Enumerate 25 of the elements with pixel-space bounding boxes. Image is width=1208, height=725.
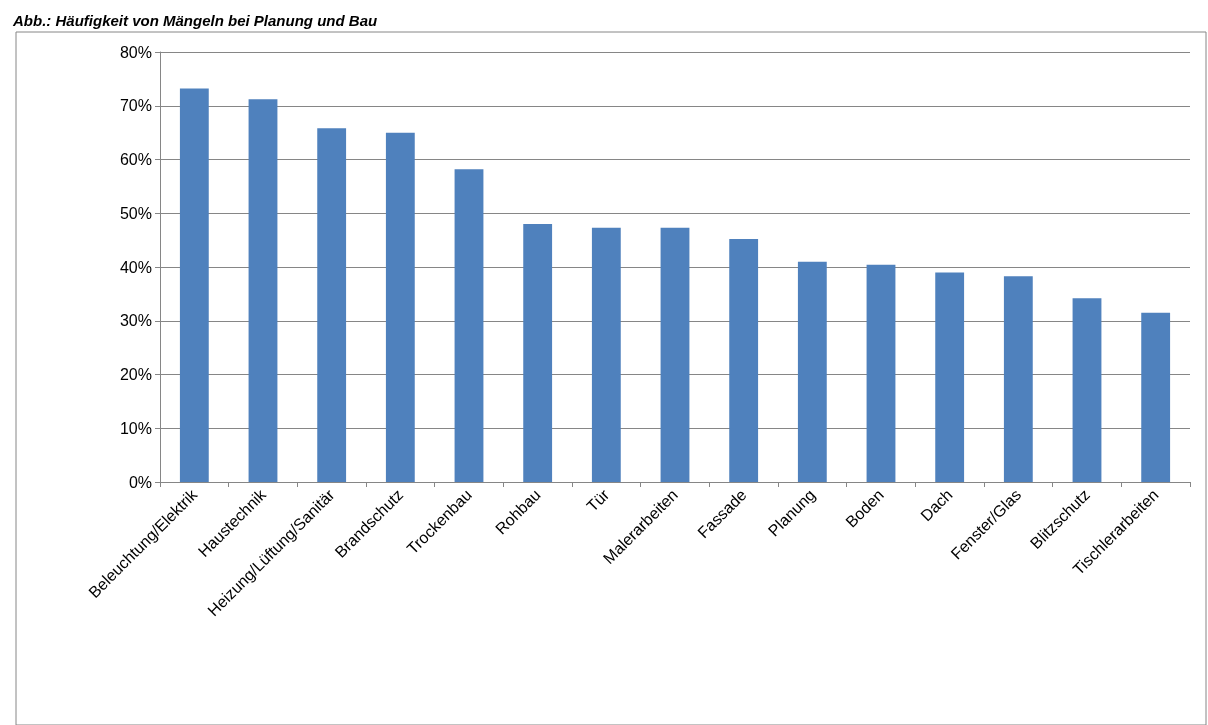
bar bbox=[454, 169, 484, 482]
y-tick-label: 60% bbox=[119, 151, 152, 168]
y-tick-label: 10% bbox=[119, 419, 152, 437]
bar bbox=[866, 264, 896, 482]
bar bbox=[935, 272, 965, 482]
bar bbox=[385, 132, 415, 482]
bar bbox=[1003, 276, 1033, 482]
bar bbox=[591, 227, 621, 482]
bar bbox=[523, 224, 553, 482]
y-tick-label: 80% bbox=[119, 43, 152, 61]
bar bbox=[1141, 312, 1171, 482]
y-tick-label: 30% bbox=[119, 312, 152, 330]
bar bbox=[248, 99, 278, 482]
y-tick-label: 20% bbox=[119, 366, 152, 383]
bar bbox=[1072, 298, 1102, 482]
y-tick-label: 0% bbox=[128, 473, 152, 491]
chart-title: Abb.: Häufigkeit von Mängeln bei Planung und Bau bbox=[12, 12, 378, 29]
bar bbox=[317, 128, 347, 482]
bar bbox=[797, 261, 827, 482]
y-tick-label: 70% bbox=[119, 97, 152, 115]
y-tick-label: 40% bbox=[119, 258, 152, 276]
bar bbox=[729, 239, 759, 482]
y-tick-label: 50% bbox=[119, 204, 152, 222]
bar bbox=[660, 227, 690, 482]
bar bbox=[179, 88, 209, 482]
